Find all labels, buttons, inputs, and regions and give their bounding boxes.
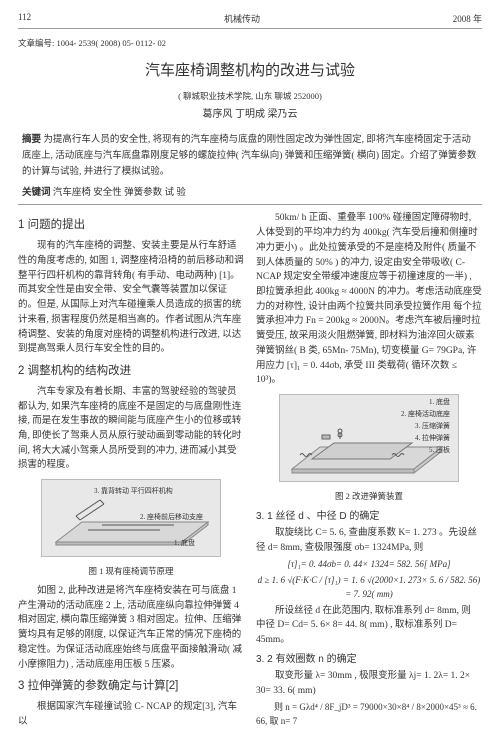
fig2-label-d: 4. 拉伸弹簧 [415,433,450,444]
running-header: 112 机械传动 2008 年 [18,12,482,25]
section-2-p1: 汽车专家及有着长期、丰富的驾驶经验的驾驶员都认为, 如果汽车座椅的底座不是固定的… [18,385,244,473]
fig2-label-e: 5. 压板 [429,445,450,456]
article-title: 汽车座椅调整机构的改进与试验 [18,59,482,80]
fig2-label-b: 2. 座椅活动底座 [401,409,450,420]
abstract-text: 为提高行车人员的安全性, 将现有的汽车座椅与底盘的刚性固定改为弹性固定, 即将汽… [22,135,476,177]
affiliation: ( 聊城职业技术学院, 山东 聊城 252000) [18,90,482,102]
keywords-block: 关键词 汽车座椅 安全性 弹簧参数 试 验 [18,184,482,198]
section-3-1-p1: 取旋绕比 C= 5. 6, 查曲度系数 K= 1. 273 。先设丝径 d= 8… [256,526,482,555]
fig2-label-a: 1. 底盘 [429,397,450,408]
section-3-2-head: 3. 2 有效圈数 n 的确定 [256,652,482,668]
section-3-2-p1: 取变形量 λ= 30mm , 极限变形量 λj= 1. 2λ= 1. 2× 30… [256,669,482,698]
section-3-p1: 根据国家汽车碰撞试验 C- NCAP 的规定[3], 汽车以 [18,700,244,729]
keywords-label: 关键词 [22,187,51,198]
column-left: 1 问题的提出 现有的汽车座椅的调整、安装主要是从行车舒适性的角度考虑的, 如图… [18,211,244,731]
column-right: 50km/ h 正面、重叠率 100% 碰撞固定障碍物时, 人体受到的平均冲力约… [256,211,482,731]
figure-2: 1. 底盘 2. 座椅活动底座 3. 压缩弹簧 4. 拉伸弹簧 5. 压板 图 … [256,394,482,503]
fig1-label-a: 3. 靠背转动 平行四杆机构 [94,486,173,497]
section-3-head: 3 拉伸弹簧的参数确定与计算[2] [18,678,244,696]
fig1-label-b: 2. 座椅前后移动支座 [140,512,203,523]
section-2-head: 2 调整机构的结构改进 [18,363,244,381]
section-3-1-p2: 所设丝径 d 在此范围内, 取标准系列 d= 8mm, 则 中径 D= Cd= … [256,604,482,648]
abstract-rule [18,204,482,205]
fig2-label-c: 3. 压缩弹簧 [415,421,450,432]
formula-d: d ≥ 1. 6 √(F·K·C / [τ]₁) = 1. 6 √(2000×1… [256,574,482,602]
abstract-block: 摘要 为提高行车人员的安全性, 将现有的汽车座椅与底盘的刚性固定改为弹性固定, … [18,132,482,180]
keywords-text: 汽车座椅 安全性 弹簧参数 试 验 [51,188,186,198]
section-2-p2: 如图 2, 此种改进是将汽车座椅安装在可与底盘 1 产生滑动的活动底座 2 上,… [18,584,244,672]
formula-n: 则 n = Gλd⁴ / 8F_jD³ = 79000×30×8⁴ / 8×20… [256,701,482,729]
figure-2-caption: 图 2 改进弹簧装置 [256,490,482,503]
formula-tau: [τ]₁= 0. 44σb= 0. 44× 1324= 582. 56[ MPa… [256,558,482,572]
fig1-label-c: 1. 底盘 [174,538,195,549]
section-3-1-head: 3. 1 丝径 d 、中径 D 的确定 [256,509,482,525]
section-1-p1: 现有的汽车座椅的调整、安装主要是从行车舒适性的角度考虑的, 如图 1, 调整座椅… [18,239,244,357]
figure-1-caption: 图 1 现有座椅调节原理 [18,565,244,578]
figure-1-image: 3. 靠背转动 平行四杆机构 2. 座椅前后移动支座 1. 底盘 [41,479,221,557]
journal-name: 机械传动 [224,12,260,25]
section-1-head: 1 问题的提出 [18,217,244,235]
figure-2-image: 1. 底盘 2. 座椅活动底座 3. 压缩弹簧 4. 拉伸弹簧 5. 压板 [279,394,459,482]
abstract-label: 摘要 [22,134,41,145]
header-rule [18,28,482,29]
figure-1: 3. 靠背转动 平行四杆机构 2. 座椅前后移动支座 1. 底盘 图 1 现有座… [18,479,244,578]
authors: 葛序风 丁明成 梁乃云 [18,105,482,120]
two-column-body: 1 问题的提出 现有的汽车座椅的调整、安装主要是从行车舒适性的角度考虑的, 如图… [18,211,482,731]
page-number-left: 112 [18,12,31,25]
col2-p1: 50km/ h 正面、重叠率 100% 碰撞固定障碍物时, 人体受到的平均冲力约… [256,211,482,388]
year-right: 2008 年 [453,12,482,25]
article-id: 文章编号: 1004- 2539( 2008) 05- 0112- 02 [18,37,482,49]
